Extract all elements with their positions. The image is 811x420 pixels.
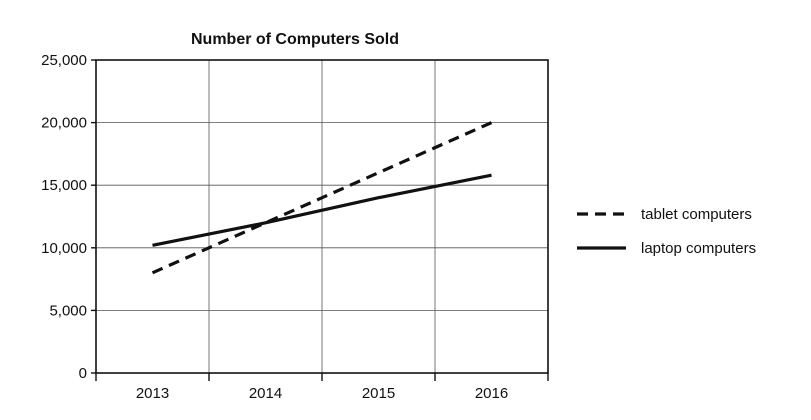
legend-label: tablet computers <box>641 206 752 223</box>
y-tick-label: 5,000 <box>49 302 87 319</box>
x-tick-label: 2016 <box>475 385 508 402</box>
y-axis: 0 5,000 10,000 15,000 20,000 25,000 <box>41 52 96 382</box>
x-tick-label: 2013 <box>136 385 169 402</box>
y-tick-label: 0 <box>79 365 87 382</box>
x-tick-label: 2015 <box>362 385 395 402</box>
series-group <box>151 121 493 275</box>
y-tick-label: 25,000 <box>41 52 87 69</box>
y-tick-label: 15,000 <box>41 177 87 194</box>
legend: tablet computers laptop computers <box>577 206 756 257</box>
series-line-laptop-computers <box>152 173 492 247</box>
series-line-tablet-computers <box>151 121 493 275</box>
chart-title: Number of Computers Sold <box>191 31 399 48</box>
y-tick-label: 10,000 <box>41 240 87 257</box>
x-axis: 2013 2014 2015 2016 <box>95 373 549 402</box>
x-tick-label: 2014 <box>249 385 282 402</box>
grid-lines <box>96 60 548 373</box>
legend-label: laptop computers <box>641 240 756 257</box>
y-tick-label: 20,000 <box>41 115 87 132</box>
